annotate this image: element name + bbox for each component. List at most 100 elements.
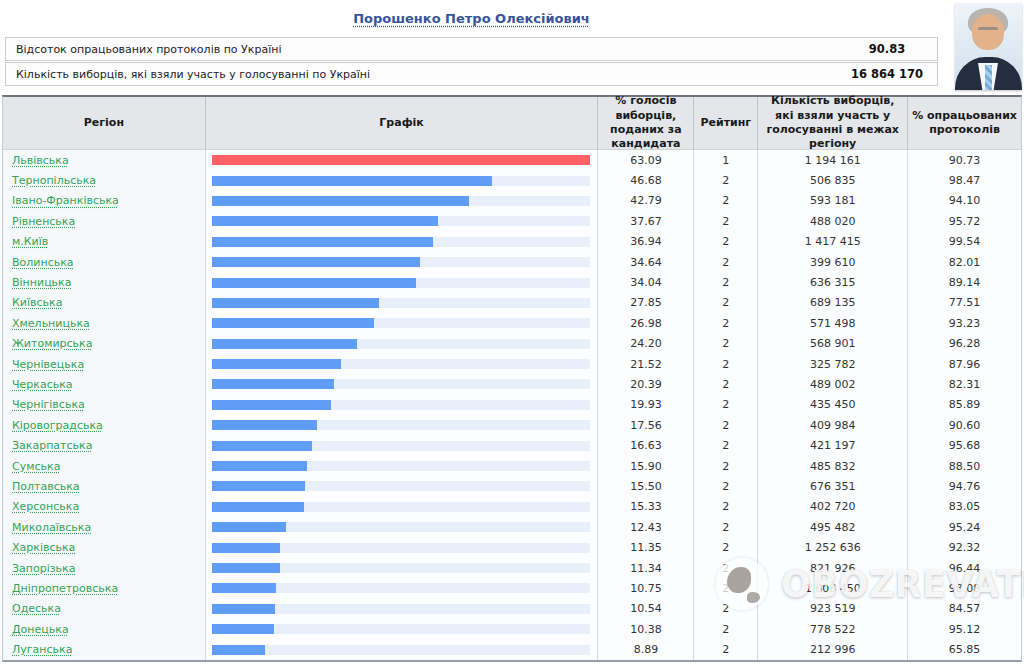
protocols-value: 90.60	[908, 415, 1021, 435]
voters-value: 568 901	[758, 334, 908, 354]
protocols-value: 94.76	[908, 476, 1021, 496]
region-link[interactable]: Рівненська	[12, 215, 75, 228]
bar-track	[212, 441, 591, 451]
summary-label: Кількість виборців, які взяли участь у г…	[6, 68, 842, 81]
bar-track	[212, 604, 591, 614]
voters-value: 435 450	[758, 395, 908, 415]
region-link[interactable]: Чернігівська	[12, 398, 85, 411]
protocols-value: 82.01	[908, 252, 1021, 272]
portrait-tie	[985, 65, 992, 90]
table-row: Сумська 15.90 2 485 832 88.50	[3, 456, 1021, 476]
region-link[interactable]: Вінницька	[12, 276, 72, 289]
table-row: Черкаська 20.39 2 489 002 82.31	[3, 374, 1021, 394]
region-link[interactable]: Львівська	[12, 154, 69, 167]
bar	[212, 502, 304, 512]
table-row: Рівненська 37.67 2 488 020 95.72	[3, 211, 1021, 231]
region-link[interactable]: Хмельницька	[12, 317, 90, 330]
bar-track	[212, 339, 591, 349]
region-link[interactable]: м.Київ	[12, 235, 48, 248]
region-link[interactable]: Сумська	[12, 460, 60, 473]
region-link[interactable]: Київська	[12, 296, 62, 309]
protocols-value: 95.68	[908, 435, 1021, 455]
percent-value: 37.67	[598, 211, 694, 231]
voters-value: 212 996	[758, 639, 908, 659]
protocols-value: 98.47	[908, 170, 1021, 190]
region-link[interactable]: Полтавська	[12, 480, 80, 493]
table-row: м.Київ 36.94 2 1 417 415 99.54	[3, 232, 1021, 252]
region-link[interactable]: Одеська	[12, 602, 61, 615]
bar	[212, 278, 416, 288]
percent-value: 8.89	[598, 639, 694, 659]
voters-value: 1 194 161	[758, 150, 908, 170]
voters-value: 689 135	[758, 293, 908, 313]
region-link[interactable]: Дніпропетровська	[12, 582, 118, 595]
voters-value: 409 984	[758, 415, 908, 435]
voters-value: 778 522	[758, 619, 908, 639]
voters-value: 506 835	[758, 170, 908, 190]
column-header-voters: Кількість виборців, які взяли участь у г…	[758, 97, 908, 149]
table-row: Київська 27.85 2 689 135 77.51	[3, 293, 1021, 313]
region-link[interactable]: Донецька	[12, 623, 69, 636]
bar	[212, 359, 341, 369]
protocols-value: 87.96	[908, 354, 1021, 374]
bar	[212, 298, 379, 308]
table-row: Миколаївська 12.43 2 495 482 95.24	[3, 517, 1021, 537]
region-link[interactable]: Запорізька	[12, 562, 75, 575]
candidate-name-link[interactable]: Порошенко Петро Олексійович	[353, 11, 590, 26]
region-link[interactable]: Волинська	[12, 256, 74, 269]
region-link[interactable]: Луганська	[12, 643, 72, 656]
protocols-value: 89.14	[908, 272, 1021, 292]
bar	[212, 216, 438, 226]
voters-value: 421 197	[758, 435, 908, 455]
region-link[interactable]: Харківська	[12, 541, 75, 554]
summary-value: 16 864 170	[842, 67, 932, 81]
protocols-value: 92.32	[908, 537, 1021, 557]
table-row: Івано-Франківська 42.79 2 593 181 94.10	[3, 191, 1021, 211]
bar	[212, 155, 591, 165]
candidate-photo	[955, 3, 1022, 90]
bar-track	[212, 461, 591, 471]
percent-value: 46.68	[598, 170, 694, 190]
rating-value: 2	[694, 313, 758, 333]
summary-value: 90.83	[842, 42, 932, 56]
percent-value: 21.52	[598, 354, 694, 374]
bar	[212, 583, 277, 593]
rating-value: 2	[694, 211, 758, 231]
protocols-value: 65.85	[908, 639, 1021, 659]
table-header-row: Регіон Графік % голосів виборців, подани…	[3, 97, 1021, 150]
bar-track	[212, 196, 591, 206]
rating-value: 2	[694, 170, 758, 190]
portrait-face	[972, 14, 1004, 50]
region-link[interactable]: Херсонська	[12, 500, 79, 513]
voters-value: 571 498	[758, 313, 908, 333]
rating-value: 2	[694, 415, 758, 435]
table-row: Одеська 10.54 2 923 519 84.57	[3, 599, 1021, 619]
region-link[interactable]: Чернівецька	[12, 358, 84, 371]
region-link[interactable]: Черкаська	[12, 378, 73, 391]
protocols-value: 83.05	[908, 497, 1021, 517]
region-link[interactable]: Івано-Франківська	[12, 194, 119, 207]
protocols-value: 96.44	[908, 558, 1021, 578]
bar	[212, 420, 317, 430]
percent-value: 11.35	[598, 537, 694, 557]
region-link[interactable]: Житомирська	[12, 337, 92, 350]
rating-value: 2	[694, 476, 758, 496]
bar-track	[212, 237, 591, 247]
protocols-value: 95.12	[908, 619, 1021, 639]
bar	[212, 176, 492, 186]
rating-value: 2	[694, 334, 758, 354]
bar	[212, 237, 434, 247]
protocols-value: 93.23	[908, 313, 1021, 333]
rating-value: 2	[694, 272, 758, 292]
region-link[interactable]: Кіровоградська	[12, 419, 103, 432]
table-row: Луганська 8.89 2 212 996 65.85	[3, 639, 1021, 659]
region-link[interactable]: Миколаївська	[12, 521, 91, 534]
table-row: Полтавська 15.50 2 676 351 94.76	[3, 476, 1021, 496]
region-link[interactable]: Закарпатська	[12, 439, 92, 452]
rating-value: 2	[694, 599, 758, 619]
bar-track	[212, 481, 591, 491]
region-link[interactable]: Тернопільська	[12, 174, 96, 187]
rating-value: 2	[694, 395, 758, 415]
percent-value: 36.94	[598, 232, 694, 252]
bar-track	[212, 359, 591, 369]
